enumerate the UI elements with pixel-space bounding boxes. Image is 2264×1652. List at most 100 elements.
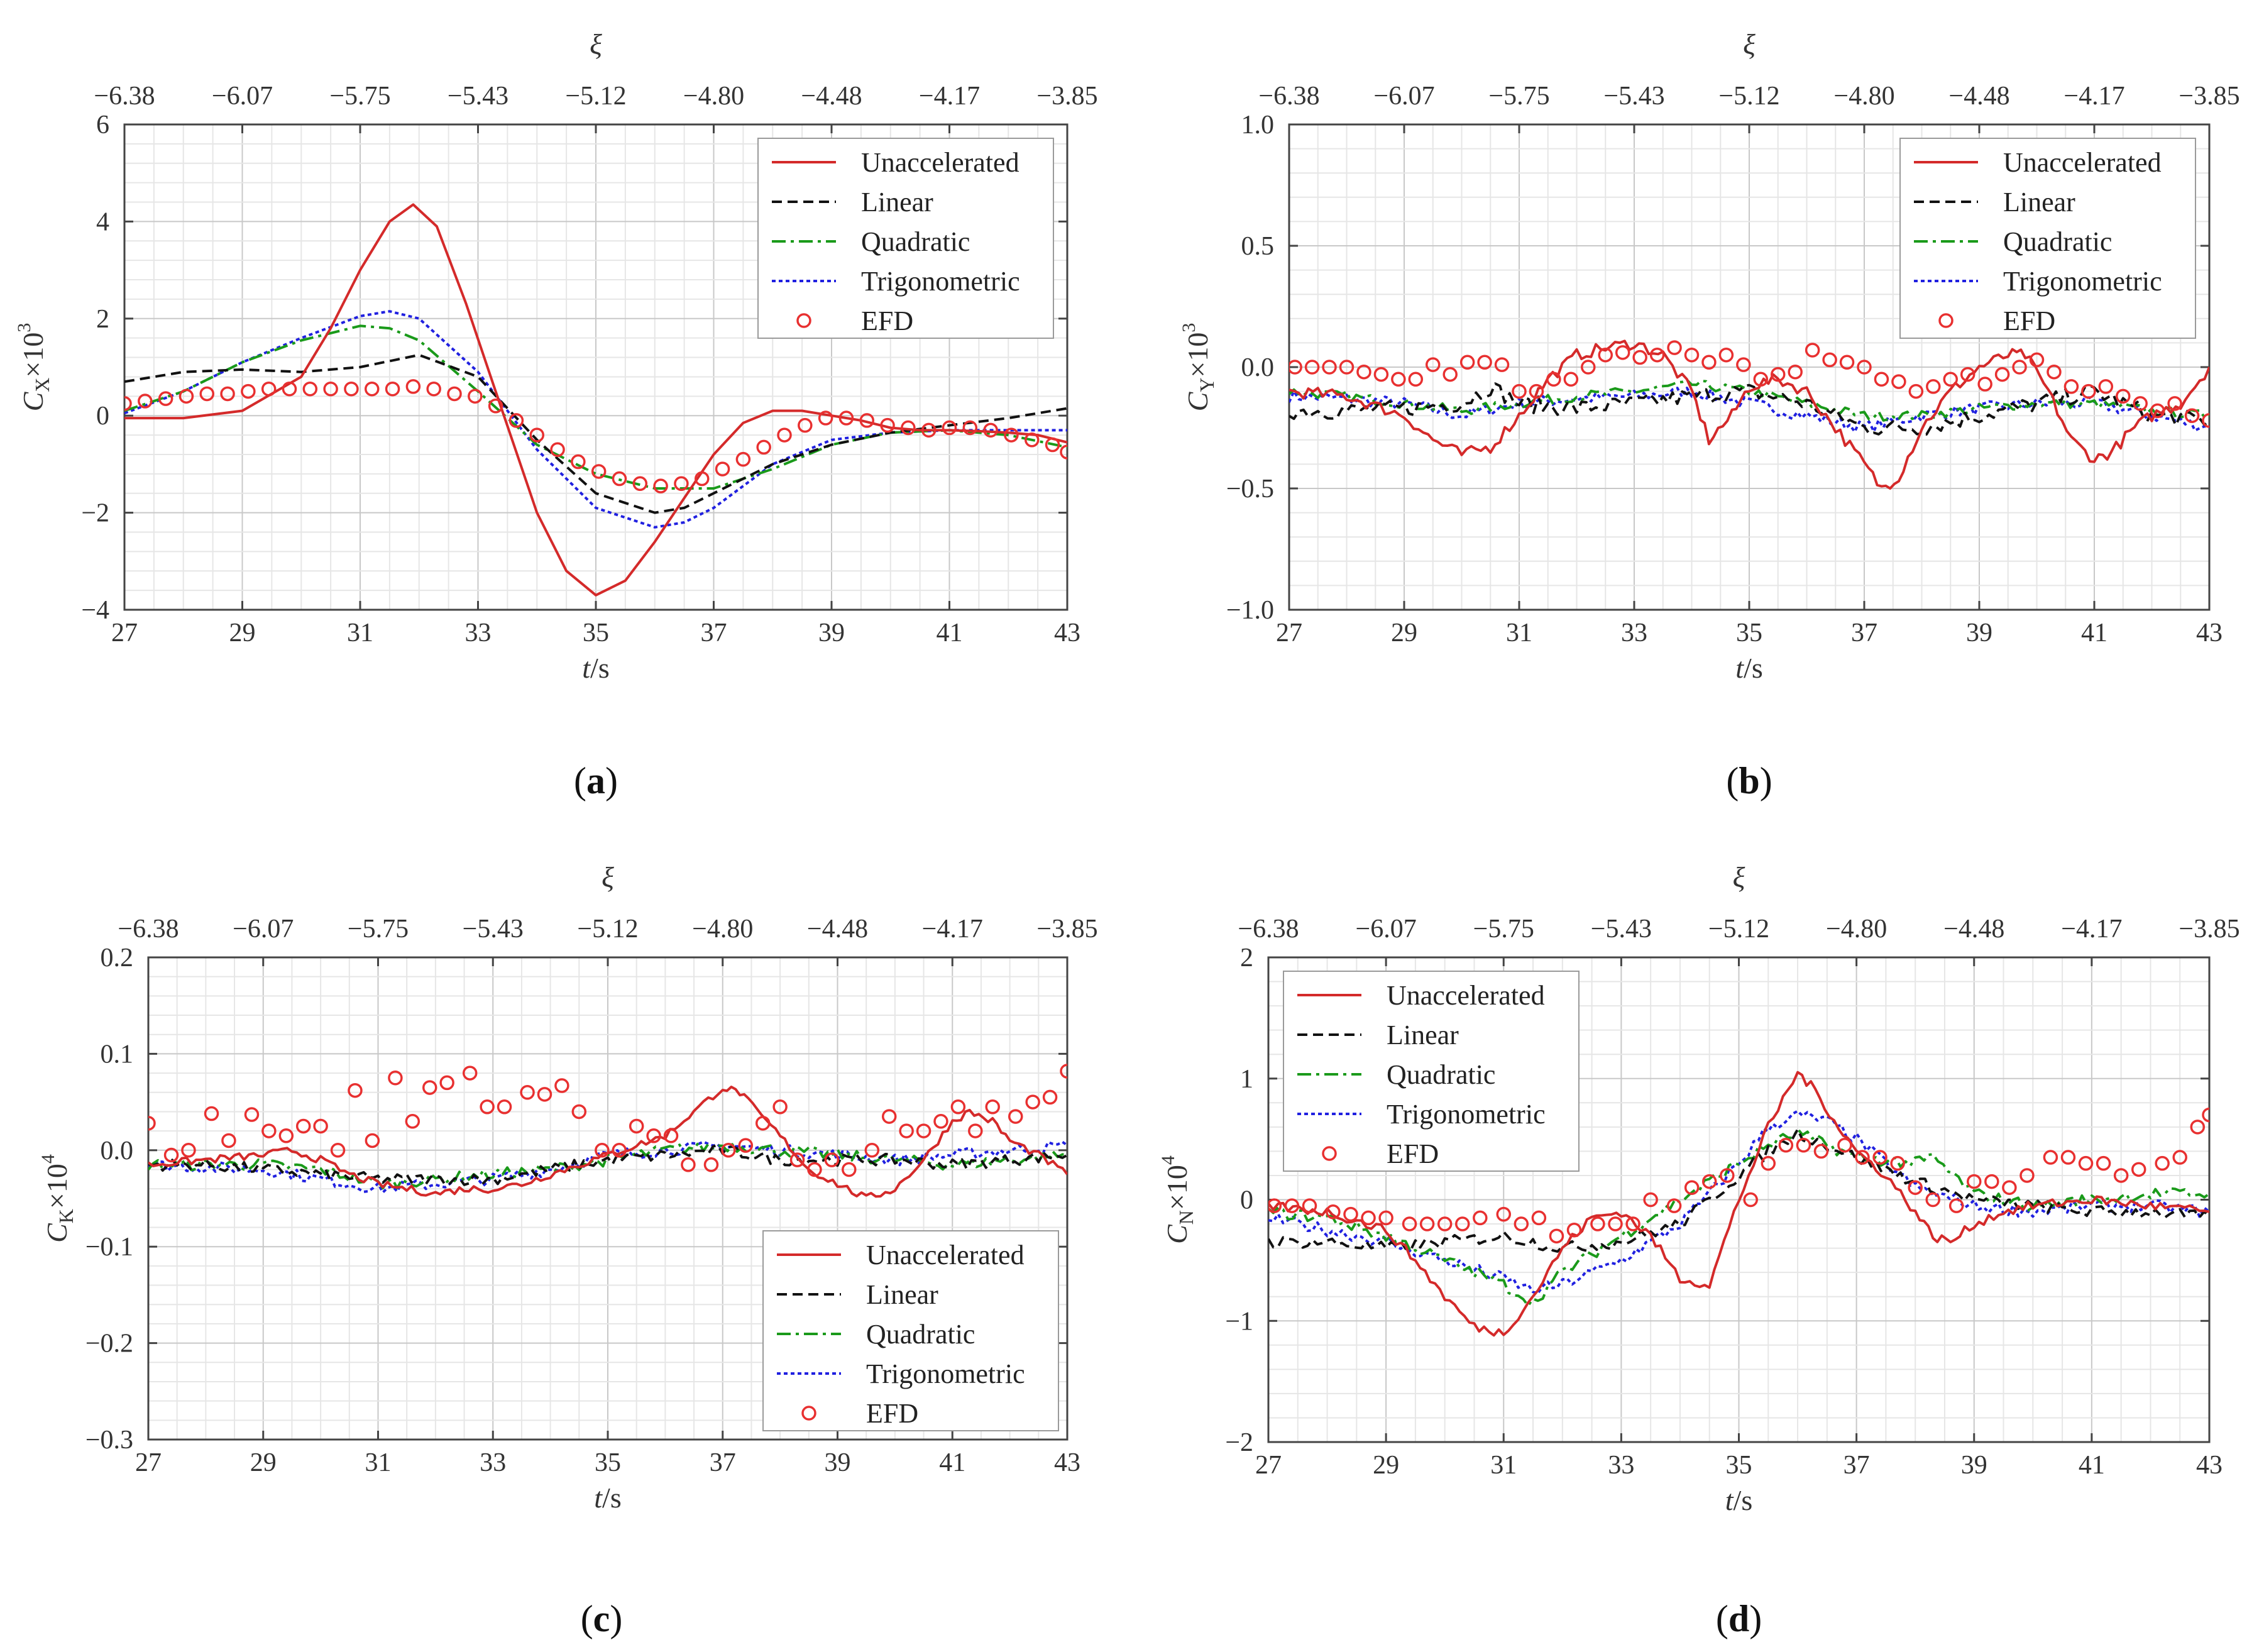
- top-axis-title: ξ: [602, 861, 614, 893]
- y-tick-label: −0.1: [85, 1233, 133, 1262]
- efd-data-point: [2081, 383, 2096, 399]
- x-tick-label: 43: [2196, 1451, 2223, 1480]
- legend-label-linear: Linear: [2003, 187, 2075, 218]
- legend-label-trigonometric: Trigonometric: [2003, 266, 2162, 297]
- efd-data-point: [859, 413, 874, 428]
- legend-box: [1899, 138, 2196, 339]
- x-tick-label: 43: [2196, 619, 2223, 647]
- efd-data-point: [646, 1128, 661, 1143]
- legend-marker-efd: [1322, 1146, 1337, 1161]
- series-line-unaccelerated: [1289, 339, 2209, 490]
- x-axis-title-unit: /s: [1744, 652, 1763, 684]
- y-tick-label: 6: [96, 111, 109, 140]
- x-tick-label: 27: [135, 1448, 162, 1477]
- top-tick-label: −6.38: [1238, 915, 1299, 944]
- efd-data-point: [1391, 372, 1406, 387]
- efd-data-point: [789, 1152, 805, 1167]
- efd-data-point: [721, 1143, 736, 1158]
- x-tick-label: 29: [1373, 1451, 1399, 1480]
- efd-data-point: [1960, 366, 1976, 382]
- panel-caption-letter: c: [593, 1598, 610, 1639]
- efd-data-point: [148, 1116, 156, 1131]
- efd-data-point: [2155, 1155, 2170, 1171]
- legend-label-unaccelerated: Unaccelerated: [1387, 980, 1545, 1011]
- y-axis-title-sub: K: [55, 1209, 77, 1223]
- efd-data-point: [842, 1162, 857, 1177]
- efd-data-point: [2133, 396, 2148, 411]
- legend-box: [1283, 971, 1580, 1172]
- efd-data-point: [901, 420, 916, 436]
- top-tick-label: −5.43: [463, 915, 524, 944]
- efd-data-point: [365, 1133, 380, 1148]
- x-tick-label: 29: [229, 619, 256, 647]
- efd-data-point: [508, 413, 524, 428]
- series-line-linear: [124, 353, 1067, 514]
- efd-data-point: [1459, 355, 1475, 370]
- efd-data-point: [2078, 1155, 2094, 1171]
- legend-label-linear: Linear: [1387, 1020, 1459, 1050]
- efd-data-point: [1796, 1138, 1811, 1153]
- efd-data-point: [302, 381, 318, 397]
- efd-data-point: [1608, 1216, 1623, 1231]
- efd-data-point: [181, 1143, 196, 1158]
- efd-data-point: [1872, 1150, 1888, 1165]
- y-axis-title-main: C: [41, 1223, 73, 1243]
- x-tick-label: 39: [1961, 1451, 1987, 1480]
- efd-data-point: [1666, 1198, 1682, 1213]
- legend: Unaccelerated Linear Quadratic Trigonometri…: [762, 1230, 1059, 1431]
- series-line-trigonometric: [1289, 387, 2209, 433]
- x-tick-label: 41: [939, 1448, 965, 1477]
- efd-data-point: [1419, 1216, 1435, 1231]
- efd-data-point: [899, 1123, 914, 1138]
- x-tick-label: 35: [595, 1448, 621, 1477]
- top-tick-label: −6.38: [94, 82, 155, 111]
- y-tick-label: 1: [1240, 1065, 1253, 1094]
- efd-data-point: [798, 417, 813, 433]
- efd-data-point: [2116, 388, 2131, 404]
- efd-data-point: [1890, 1155, 1905, 1171]
- efd-data-point: [221, 1133, 236, 1148]
- panel-caption: (c): [581, 1598, 623, 1639]
- efd-data-point: [1625, 1216, 1640, 1231]
- panel-caption-open: (: [1726, 760, 1739, 801]
- x-tick-label: 35: [583, 619, 609, 647]
- efd-data-point: [1590, 1216, 1605, 1231]
- efd-data-point: [674, 476, 689, 492]
- y-tick-label: 0.0: [101, 1137, 134, 1165]
- efd-data-point: [497, 1099, 512, 1115]
- efd-data-point: [1455, 1216, 1470, 1231]
- x-axis-title-italic: t: [594, 1482, 603, 1514]
- efd-data-point: [1967, 1174, 1982, 1189]
- top-tick-label: −5.75: [1473, 915, 1534, 944]
- y-axis-title-sup: 4: [38, 1154, 58, 1164]
- efd-data-point: [1736, 357, 1751, 372]
- efd-data-point: [777, 427, 792, 443]
- efd-data-point: [480, 1099, 495, 1115]
- legend-marker-efd: [1938, 313, 1954, 328]
- plot-series-group: [124, 203, 1067, 597]
- panel-caption-letter: b: [1739, 760, 1759, 801]
- y-tick-label: −0.2: [85, 1330, 133, 1358]
- x-axis-title-unit: /s: [590, 652, 610, 684]
- efd-data-point: [2150, 403, 2165, 419]
- efd-data-point: [1437, 1216, 1453, 1231]
- plot-series-group: [148, 1064, 1067, 1198]
- efd-data-point: [2113, 1168, 2129, 1183]
- efd-data-point: [942, 420, 957, 436]
- efd-data-point: [1025, 1094, 1040, 1110]
- efd-data-point: [1684, 347, 1700, 363]
- efd-data-point: [1581, 360, 1596, 375]
- efd-data-point: [2012, 360, 2027, 375]
- efd-data-point: [653, 478, 668, 493]
- top-tick-label: −5.75: [348, 915, 409, 944]
- chart-panel-b: 27 29 31 33 35 37 39 41 43 −6.38 −6.07 −5.75 −5.43 −5…: [1179, 28, 2240, 801]
- top-tick-label: −5.12: [1718, 82, 1779, 111]
- legend-label-efd: EFD: [1387, 1138, 1439, 1169]
- efd-data-point: [1771, 366, 1786, 382]
- efd-data-point: [1943, 372, 1958, 387]
- x-tick-label: 37: [710, 1448, 736, 1477]
- y-tick-label: 4: [96, 207, 109, 236]
- chart-panel-d: 27 29 31 33 35 37 39 41 43−6.38 −6.07 −5.75 −5.43 −5…: [1158, 861, 2240, 1639]
- series-line-quadratic: [124, 324, 1067, 490]
